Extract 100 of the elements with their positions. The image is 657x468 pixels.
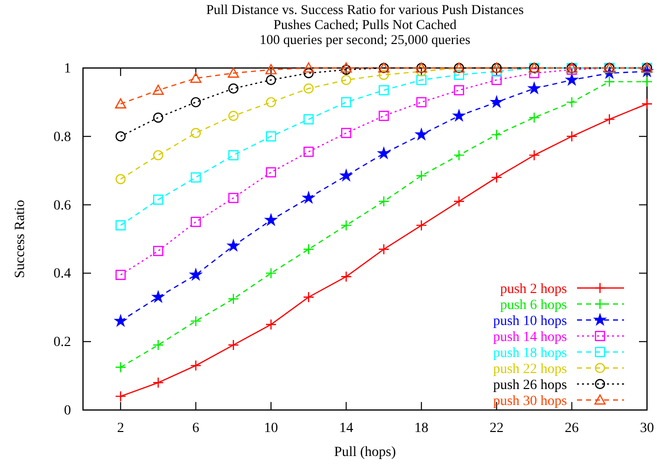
point	[604, 76, 615, 88]
point	[303, 244, 314, 255]
legend-label: push 26 hops	[493, 378, 567, 393]
point	[641, 76, 653, 88]
x-tick-label: 14	[339, 420, 354, 436]
point	[265, 318, 277, 330]
point	[341, 97, 352, 108]
point	[454, 85, 464, 96]
point	[228, 293, 239, 304]
y-tick-label: 0.2	[54, 335, 71, 350]
point	[340, 62, 352, 73]
point	[341, 74, 352, 86]
y-tick-label: 0	[64, 403, 71, 418]
point	[190, 172, 201, 183]
point	[378, 70, 389, 80]
x-tick-label: 30	[640, 420, 654, 436]
x-tick-label: 26	[564, 420, 579, 436]
point	[226, 238, 240, 252]
point	[490, 94, 504, 108]
point	[265, 268, 277, 279]
point	[152, 84, 164, 95]
legend-label: push 18 hops	[493, 346, 567, 361]
point	[414, 127, 428, 141]
point	[304, 146, 314, 157]
legend-label: push 22 hops	[493, 362, 567, 377]
point	[491, 172, 502, 184]
point	[416, 97, 426, 108]
legend-label: push 2 hops	[500, 282, 567, 297]
point	[564, 72, 579, 86]
x-tick-label: 18	[414, 420, 428, 436]
point	[152, 377, 164, 388]
legend-label: push 6 hops	[500, 298, 567, 313]
point	[228, 68, 239, 78]
point	[340, 220, 352, 231]
point	[302, 190, 316, 204]
point	[527, 81, 542, 94]
legend-label: push 14 hops	[493, 330, 567, 345]
x-axis-title: Pull (hops)	[334, 445, 396, 460]
point	[304, 114, 314, 124]
x-tick-label: 22	[490, 420, 504, 436]
point	[188, 268, 203, 281]
y-tick-label: 0.4	[54, 266, 71, 282]
point	[341, 64, 352, 75]
point	[266, 131, 276, 142]
point	[115, 390, 126, 402]
x-tick-label: 10	[264, 420, 278, 436]
point	[151, 290, 166, 304]
point	[153, 150, 164, 160]
y-tick-label: 1	[64, 61, 71, 76]
chart-subtitle: Pushes Cached; Pulls Not Cached	[274, 17, 457, 32]
x-tick-label: 2	[117, 420, 124, 436]
point	[452, 108, 466, 122]
point	[492, 66, 502, 77]
point	[114, 314, 128, 327]
point	[228, 83, 238, 94]
point	[641, 98, 653, 110]
y-tick-label: 0.8	[54, 130, 71, 145]
y-axis-title: Success Ratio	[13, 200, 28, 278]
point	[416, 74, 426, 86]
point	[453, 196, 465, 207]
point	[228, 110, 238, 121]
point	[153, 246, 164, 256]
legend-label: push 30 hops	[493, 394, 567, 409]
point	[190, 72, 202, 83]
point	[190, 216, 201, 227]
point	[115, 362, 126, 373]
point	[265, 64, 277, 74]
point	[228, 150, 238, 160]
legend-label: push 10 hops	[493, 314, 567, 329]
point	[341, 128, 352, 138]
x-tick-label: 6	[192, 420, 200, 436]
point	[566, 96, 578, 108]
point	[340, 271, 352, 282]
point	[566, 130, 578, 142]
point	[492, 74, 502, 86]
point	[491, 129, 502, 140]
point	[190, 360, 202, 372]
point	[116, 270, 126, 280]
point	[116, 174, 126, 184]
point	[116, 131, 126, 142]
point	[228, 192, 238, 204]
y-tick-label: 0.6	[54, 198, 71, 214]
point	[303, 292, 314, 303]
point	[416, 170, 427, 182]
point	[304, 68, 314, 78]
point	[116, 220, 126, 230]
point	[152, 339, 164, 351]
point	[378, 110, 389, 121]
point	[190, 315, 202, 327]
point	[378, 85, 389, 96]
point	[376, 146, 391, 160]
point	[528, 150, 540, 161]
point	[304, 83, 314, 94]
point	[153, 112, 164, 123]
point	[416, 220, 427, 231]
point	[264, 212, 278, 226]
point	[454, 70, 464, 80]
point	[339, 168, 354, 182]
point	[528, 112, 540, 124]
point	[378, 196, 390, 207]
